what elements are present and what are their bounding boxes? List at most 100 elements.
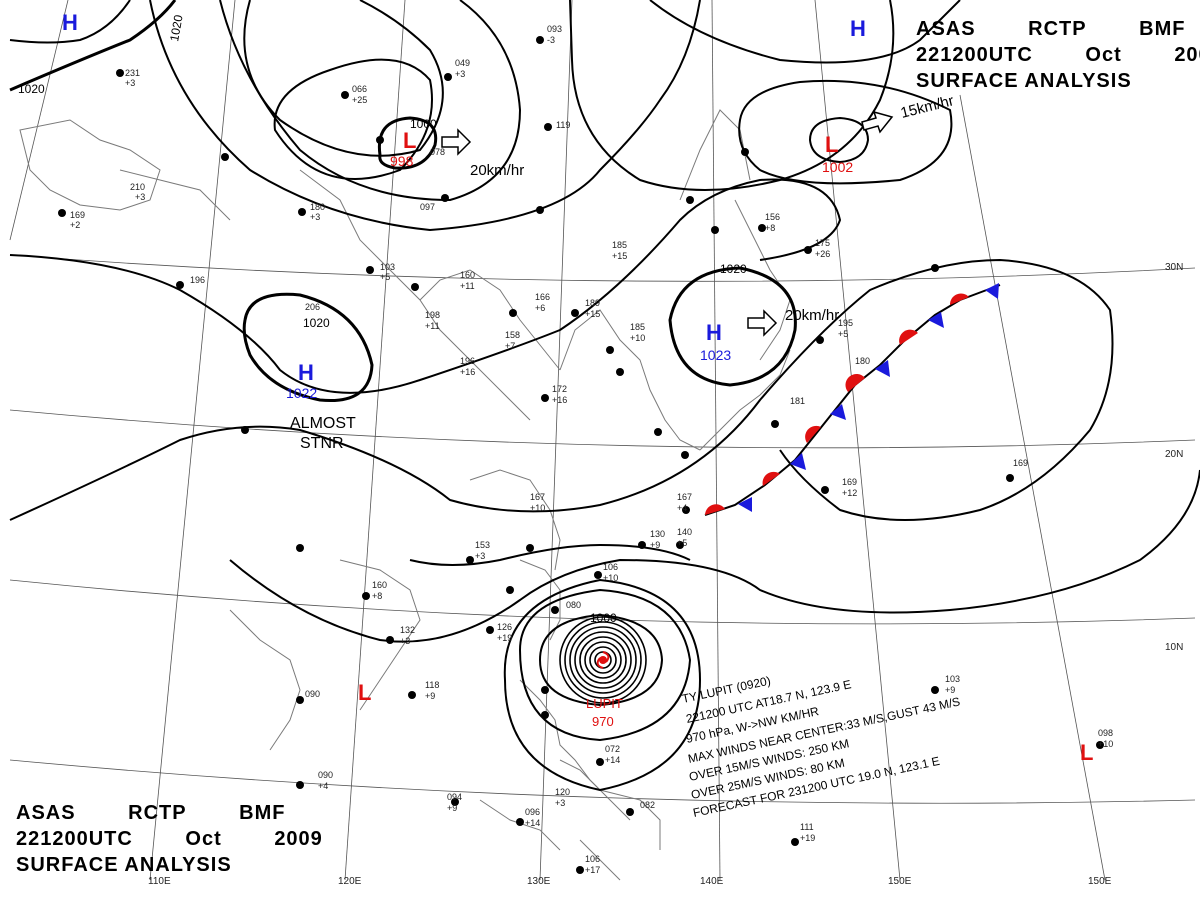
- station-value: +5: [838, 329, 848, 339]
- station-value: +15: [585, 309, 600, 319]
- header-line-2: 221200UTC Oct 2009: [16, 826, 323, 852]
- station-value: 120: [555, 787, 570, 797]
- station-value: 169: [70, 210, 85, 220]
- isobar-labels: 1020 1020 1020 1020 1000 1000: [18, 13, 747, 625]
- station-value: 094: [447, 792, 462, 802]
- station-value: 090: [305, 689, 320, 699]
- motion-speed: 20km/hr: [785, 307, 839, 324]
- station-value: 196: [460, 356, 475, 366]
- station-value: +6: [535, 303, 545, 313]
- low-center-marker: L: [1080, 740, 1093, 765]
- lon-label: 150E: [1088, 876, 1112, 887]
- station-value: 132: [400, 625, 415, 635]
- station-value: 080: [566, 600, 581, 610]
- station-value: 103: [945, 674, 960, 684]
- station-value: 198: [425, 310, 440, 320]
- stationary-front: [704, 283, 1001, 516]
- station-value: +19: [497, 633, 512, 643]
- motion-speed: 20km/hr: [470, 162, 524, 179]
- isobar-label: 1000: [410, 117, 437, 131]
- high-center-marker: H: [298, 360, 314, 385]
- header-time: 221200UTC: [916, 44, 1033, 66]
- motion-arrows: [441, 110, 894, 337]
- station-dots: [58, 36, 1104, 874]
- station-value: +8: [765, 223, 775, 233]
- station-value: 111: [800, 822, 814, 832]
- station-value: +9: [425, 691, 435, 701]
- station-value: 097: [420, 202, 435, 212]
- isobar-label: 1020: [167, 13, 185, 42]
- header-region: ASAS: [16, 802, 76, 824]
- low-center-marker: L: [358, 680, 371, 705]
- station-value: +16: [552, 395, 567, 405]
- header-line-3: SURFACE ANALYSIS: [16, 854, 232, 876]
- high-center-value: 1022: [286, 385, 317, 401]
- station-value: 181: [790, 396, 805, 406]
- station-value: 106: [603, 562, 618, 572]
- typhoon-labels: LUPIT 970: [586, 696, 623, 729]
- lat-label: 20N: [1165, 449, 1183, 460]
- station-value: +11: [460, 281, 475, 291]
- station-value: +7: [505, 341, 515, 351]
- header-month: Oct: [1085, 44, 1122, 66]
- station-value: +5: [380, 272, 390, 282]
- header-time: 221200UTC: [16, 828, 133, 850]
- typhoon-info: TY LUPIT (0920) 221200 UTC AT18.7 N, 123…: [681, 673, 962, 819]
- station-value: 098: [1098, 728, 1113, 738]
- station-value: 180: [855, 356, 870, 366]
- station-value: +19: [800, 833, 815, 843]
- station-value: +14: [525, 818, 540, 828]
- station-value: +25: [352, 95, 367, 105]
- station-value: +9: [650, 540, 660, 550]
- isobar-label: 1020: [18, 82, 45, 96]
- header-office: RCTP: [128, 802, 187, 824]
- station-value: 166: [535, 292, 550, 302]
- header-bottom: ASAS RCTP BMF 221200UTC Oct 2009 SURFACE…: [16, 800, 323, 878]
- longitude-labels: 110E 120E 130E 140E 150E: [148, 876, 912, 887]
- station-value: -3: [547, 35, 555, 45]
- header-year: 2009: [1174, 44, 1200, 66]
- station-value: 066: [352, 84, 367, 94]
- station-value: 167: [530, 492, 545, 502]
- station-value: +10: [530, 503, 545, 513]
- station-value: 189: [585, 298, 600, 308]
- station-value: 185: [612, 240, 627, 250]
- header-region: ASAS: [916, 18, 976, 40]
- header-month: Oct: [185, 828, 222, 850]
- station-value: 093: [547, 24, 562, 34]
- isobar-label: 1000: [590, 611, 617, 625]
- station-value: 196: [190, 275, 205, 285]
- station-value: 082: [640, 800, 655, 810]
- station-value: +10: [1098, 739, 1113, 749]
- station-value: +3: [475, 551, 485, 561]
- station-value: +4: [677, 503, 687, 513]
- header-office: RCTP: [1028, 18, 1087, 40]
- station-value: +10: [630, 333, 645, 343]
- typhoon-name: LUPIT: [586, 696, 623, 711]
- header-line-3: SURFACE ANALYSIS: [916, 70, 1132, 92]
- high-center-marker: H: [850, 16, 866, 41]
- station-value: +14: [605, 755, 620, 765]
- station-value: 078: [430, 147, 445, 157]
- header-agency: BMF: [239, 802, 286, 824]
- station-value: 169: [1013, 458, 1028, 468]
- header-year: 2009: [274, 828, 323, 850]
- station-value: 158: [505, 330, 520, 340]
- station-value: 049: [455, 58, 470, 68]
- lat-label: 30N: [1165, 262, 1183, 273]
- lon-label: 130E: [527, 876, 551, 887]
- station-value: +9: [945, 685, 955, 695]
- high-center-value: 1023: [700, 347, 731, 363]
- header-agency: BMF: [1139, 18, 1186, 40]
- svg-text:STNR: STNR: [300, 435, 344, 452]
- station-value: 160: [372, 580, 387, 590]
- station-values: 093-3 049+3 066+25 119 078 097 210+3 169…: [70, 24, 1113, 875]
- svg-text:ALMOST: ALMOST: [290, 415, 356, 432]
- station-value: +10: [603, 573, 618, 583]
- lat-lon-grid: [9, 0, 1196, 881]
- lon-label: 120E: [338, 876, 362, 887]
- station-value: 106: [585, 854, 600, 864]
- header-top: ASAS RCTP BMF 221200UTC Oct 2009 SURFACE…: [916, 16, 1200, 94]
- station-value: 118: [425, 680, 439, 690]
